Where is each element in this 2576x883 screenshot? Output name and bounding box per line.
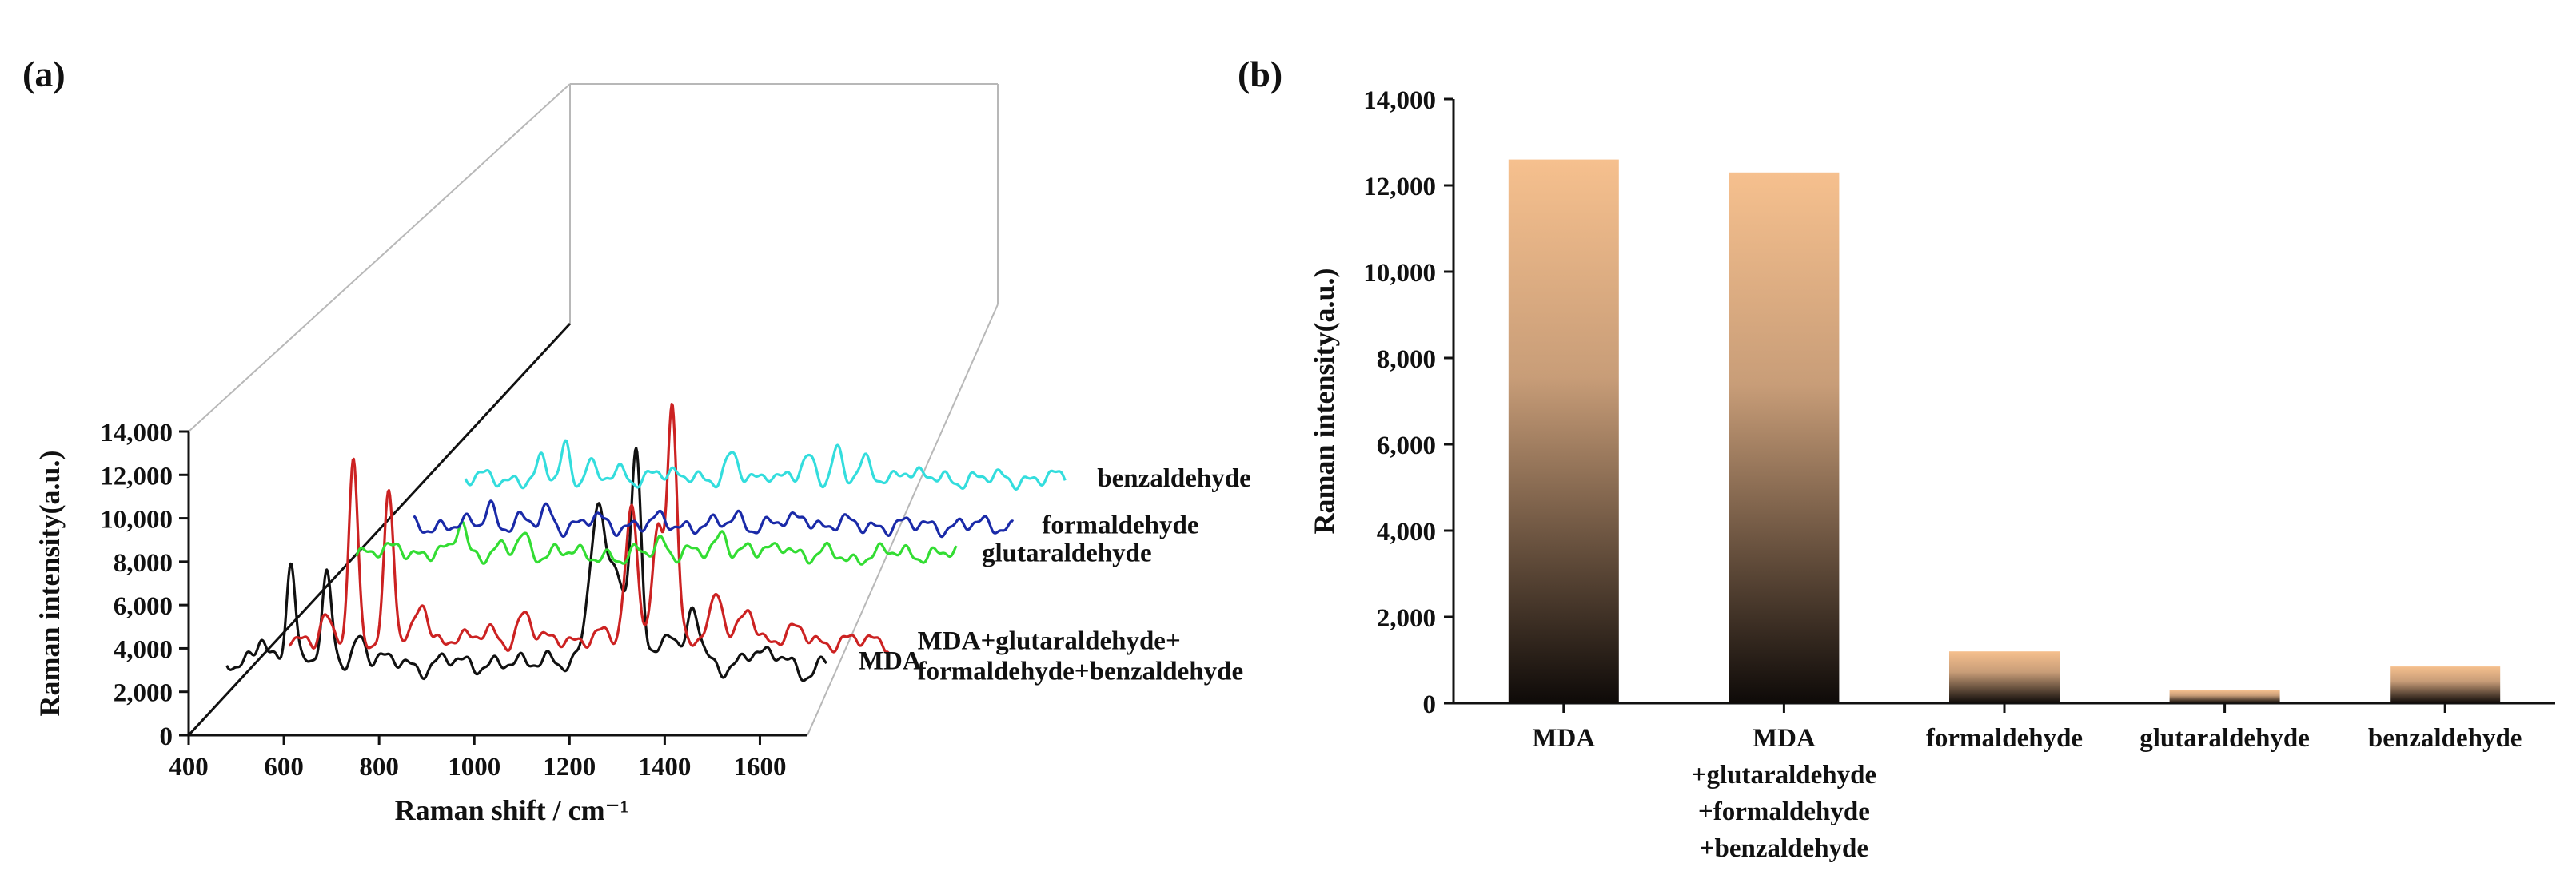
y-tick-label: 8,000 <box>1377 345 1436 374</box>
panel-b-label: (b) <box>1238 54 1282 94</box>
panel-b-category-labels: MDA MDA +glutaraldehyde +formaldehyde +benza… <box>1532 703 2522 863</box>
y-tick-label: 0 <box>160 722 173 751</box>
series-label: MDA+glutaraldehyde+ formaldehyde+benzalde… <box>918 627 1243 686</box>
panel-a-y-axis-label: Raman intensity(a.u.) <box>34 450 66 716</box>
y-tick-label: 14,000 <box>100 419 173 447</box>
y-tick-label: 10,000 <box>1363 259 1436 288</box>
y-tick-label: 0 <box>1423 690 1437 719</box>
bar <box>1508 159 1619 704</box>
category-label: MDA +glutaraldehyde +formaldehyde +benzalde… <box>1692 724 1876 863</box>
spectrum-line <box>413 499 1015 539</box>
x-tick-label: 1400 <box>638 753 691 782</box>
bar <box>2169 690 2280 703</box>
panel-a-x-axis-label: Raman shift / cm⁻¹ <box>395 794 629 826</box>
y-tick-label: 14,000 <box>1363 86 1436 115</box>
bar <box>1729 172 1840 704</box>
panel-b-y-ticks: 0 2,000 4,000 6,000 8,000 10,000 12,000 14,000 <box>1363 86 1453 719</box>
y-tick-label: 2,000 <box>114 679 173 708</box>
spectrum-line <box>355 520 958 566</box>
y-tick-label: 4,000 <box>114 635 173 664</box>
panel-b-bars <box>1508 159 2501 704</box>
series-label: benzaldehyde <box>1097 464 1251 493</box>
series-label: MDA <box>859 647 922 676</box>
x-tick-label: 1600 <box>733 753 786 782</box>
spectrum-line <box>225 447 827 682</box>
x-tick-label: 1200 <box>543 753 596 782</box>
category-label: formaldehyde <box>1926 724 2083 753</box>
panel-a-x-ticks: 400 600 800 1000 1200 1400 1600 <box>169 735 786 782</box>
x-tick-label: 1000 <box>448 753 500 782</box>
panel-a-depth-axis <box>187 322 572 737</box>
y-tick-label: 6,000 <box>1377 432 1436 460</box>
bar <box>1949 651 2060 703</box>
bar <box>2390 666 2501 703</box>
y-tick-label: 12,000 <box>1363 173 1436 201</box>
x-tick-label: 800 <box>359 753 399 782</box>
x-tick-label: 400 <box>169 753 209 782</box>
spectrum-line <box>464 439 1067 491</box>
series-label: glutaraldehyde <box>982 539 1152 567</box>
panel-b: (b) 0 2,000 4,000 6,000 8,000 10,000 12,000 14,… <box>1238 54 2555 863</box>
panel-a: (a) 0 2,000 4,000 6,000 8,000 10,000 12,000 14,… <box>22 54 1251 826</box>
x-tick-label: 600 <box>264 753 304 782</box>
panel-b-y-axis-label: Raman intensity(a.u.) <box>1308 268 1340 534</box>
spectrum-line <box>288 403 890 654</box>
y-tick-label: 10,000 <box>100 506 173 535</box>
panel-a-y-ticks: 0 2,000 4,000 6,000 8,000 10,000 12,000 14,000 <box>100 419 189 751</box>
y-tick-label: 6,000 <box>114 592 173 621</box>
category-label: MDA <box>1532 724 1595 753</box>
y-tick-label: 12,000 <box>100 462 173 491</box>
y-tick-label: 4,000 <box>1377 518 1436 547</box>
category-label: glutaraldehyde <box>2139 724 2310 753</box>
series-label: formaldehyde <box>1042 511 1198 540</box>
panel-a-label: (a) <box>22 54 66 94</box>
y-tick-label: 2,000 <box>1377 604 1436 633</box>
panel-a-spectra <box>225 403 1067 682</box>
y-tick-label: 8,000 <box>114 549 173 578</box>
category-label: benzaldehyde <box>2368 724 2522 753</box>
